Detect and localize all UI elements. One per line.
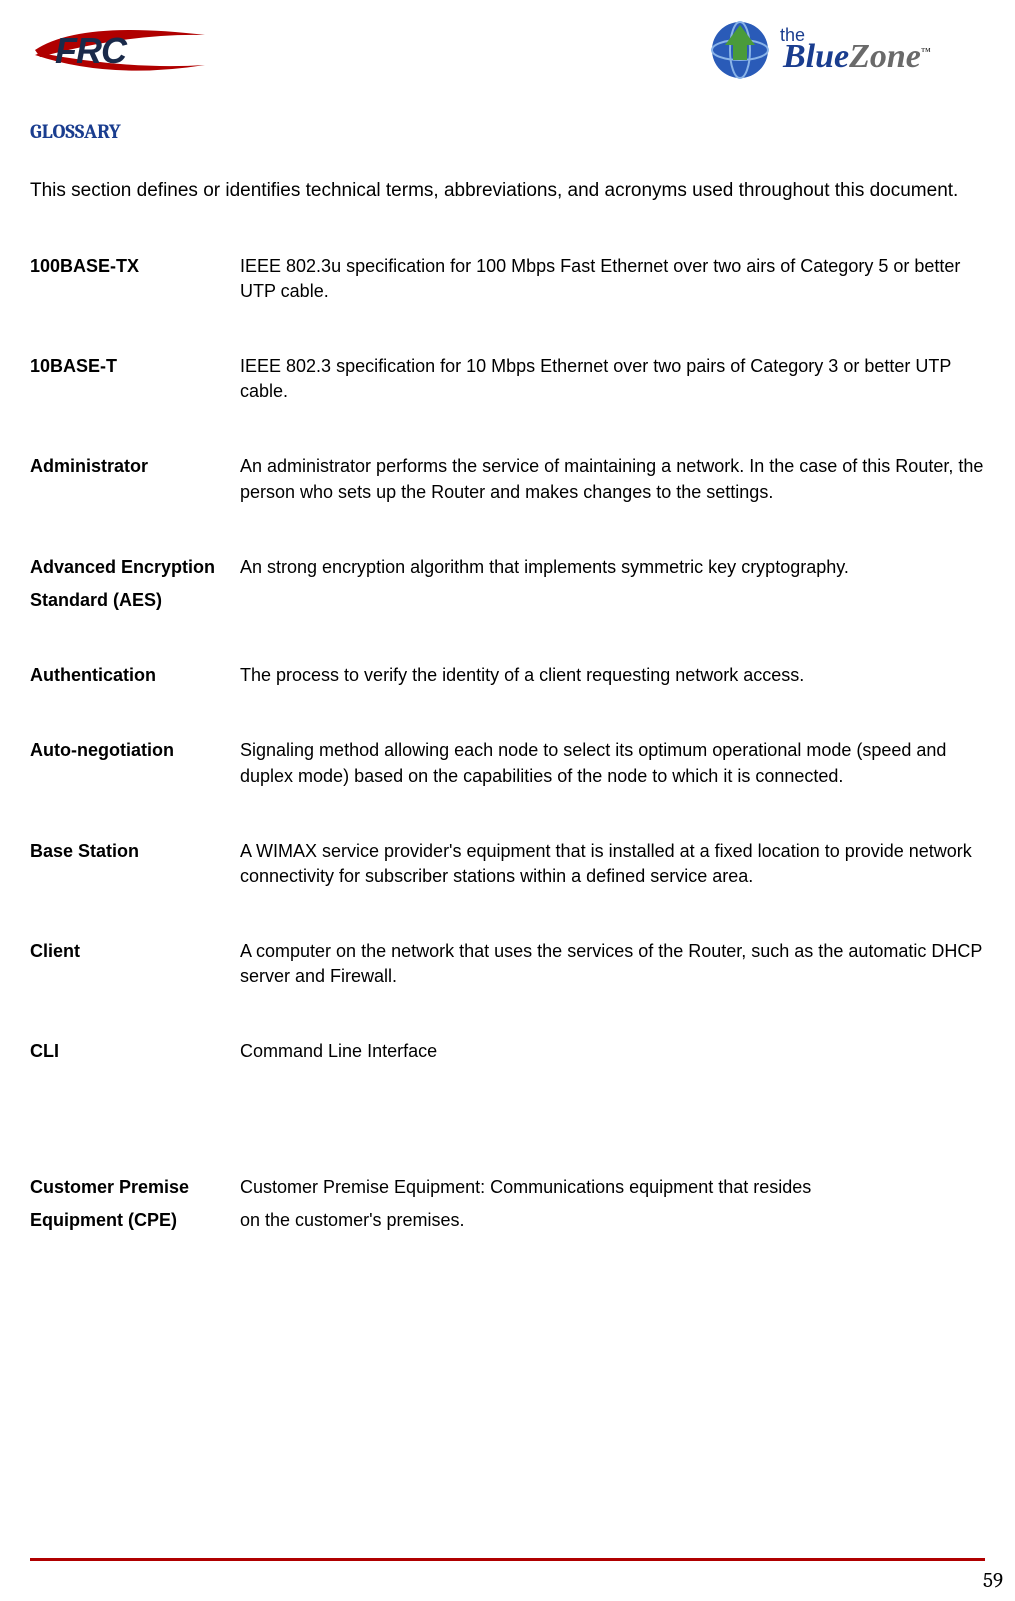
bluezone-logo: the BlueZone™ <box>705 15 985 85</box>
page-number: 59 <box>983 1569 1003 1593</box>
glossary-entry-continuation: Standard (AES) <box>30 588 985 613</box>
footer-rule <box>30 1558 985 1561</box>
glossary-definition: Signaling method allowing each node to s… <box>240 738 985 788</box>
glossary-entry: Client A computer on the network that us… <box>30 939 985 989</box>
glossary-entry-continuation: Equipment (CPE) on the customer's premis… <box>30 1208 985 1233</box>
bluezone-blue: Blue <box>783 38 849 75</box>
glossary-term-line2: Equipment (CPE) <box>30 1208 240 1233</box>
glossary-definition: The process to verify the identity of a … <box>240 663 985 688</box>
glossary-term: Client <box>30 939 240 964</box>
glossary-entry: Administrator An administrator performs … <box>30 454 985 504</box>
glossary-term: 100BASE-TX <box>30 254 240 279</box>
globe-icon <box>705 15 775 85</box>
glossary-entry: 10BASE-T IEEE 802.3 specification for 10… <box>30 354 985 404</box>
glossary-term: Administrator <box>30 454 240 479</box>
glossary-definition-line2: on the customer's premises. <box>240 1208 985 1233</box>
glossary-definition: An administrator performs the service of… <box>240 454 985 504</box>
page-container: FRC the BlueZone™ GLOSSARY This section … <box>0 0 1015 1601</box>
glossary-entry: Base Station A WIMAX service provider's … <box>30 839 985 889</box>
glossary-definition: IEEE 802.3 specification for 10 Mbps Eth… <box>240 354 985 404</box>
glossary-term: Base Station <box>30 839 240 864</box>
glossary-definition: Command Line Interface <box>240 1039 985 1064</box>
glossary-definition: A computer on the network that uses the … <box>240 939 985 989</box>
glossary-definition: An strong encryption algorithm that impl… <box>240 555 985 580</box>
glossary-entry: Authentication The process to verify the… <box>30 663 985 688</box>
glossary-definition: Customer Premise Equipment: Communicatio… <box>240 1175 985 1200</box>
glossary-term: Advanced Encryption <box>30 555 240 580</box>
glossary-table: 100BASE-TX IEEE 802.3u specification for… <box>30 254 985 1233</box>
glossary-term-line2: Standard (AES) <box>30 588 240 613</box>
glossary-term: 10BASE-T <box>30 354 240 379</box>
bluezone-text-block: the BlueZone™ <box>775 25 931 76</box>
page-header: FRC the BlueZone™ <box>30 10 985 90</box>
glossary-entry: Customer Premise Customer Premise Equipm… <box>30 1175 985 1200</box>
glossary-definition: IEEE 802.3u specification for 100 Mbps F… <box>240 254 985 304</box>
glossary-entry: Advanced Encryption An strong encryption… <box>30 555 985 580</box>
glossary-term: CLI <box>30 1039 240 1064</box>
trademark-symbol: ™ <box>921 46 931 57</box>
glossary-entry: Auto-negotiation Signaling method allowi… <box>30 738 985 788</box>
glossary-entry: 100BASE-TX IEEE 802.3u specification for… <box>30 254 985 304</box>
bluezone-zone: Zone <box>849 38 921 75</box>
frc-logo-text: FRC <box>55 30 126 72</box>
glossary-term: Auto-negotiation <box>30 738 240 763</box>
section-title: GLOSSARY <box>30 120 985 143</box>
glossary-term: Authentication <box>30 663 240 688</box>
glossary-entry: CLI Command Line Interface <box>30 1039 985 1064</box>
intro-paragraph: This section defines or identifies techn… <box>30 178 985 204</box>
glossary-definition: A WIMAX service provider's equipment tha… <box>240 839 985 889</box>
frc-logo: FRC <box>30 15 210 85</box>
glossary-term: Customer Premise <box>30 1175 240 1200</box>
